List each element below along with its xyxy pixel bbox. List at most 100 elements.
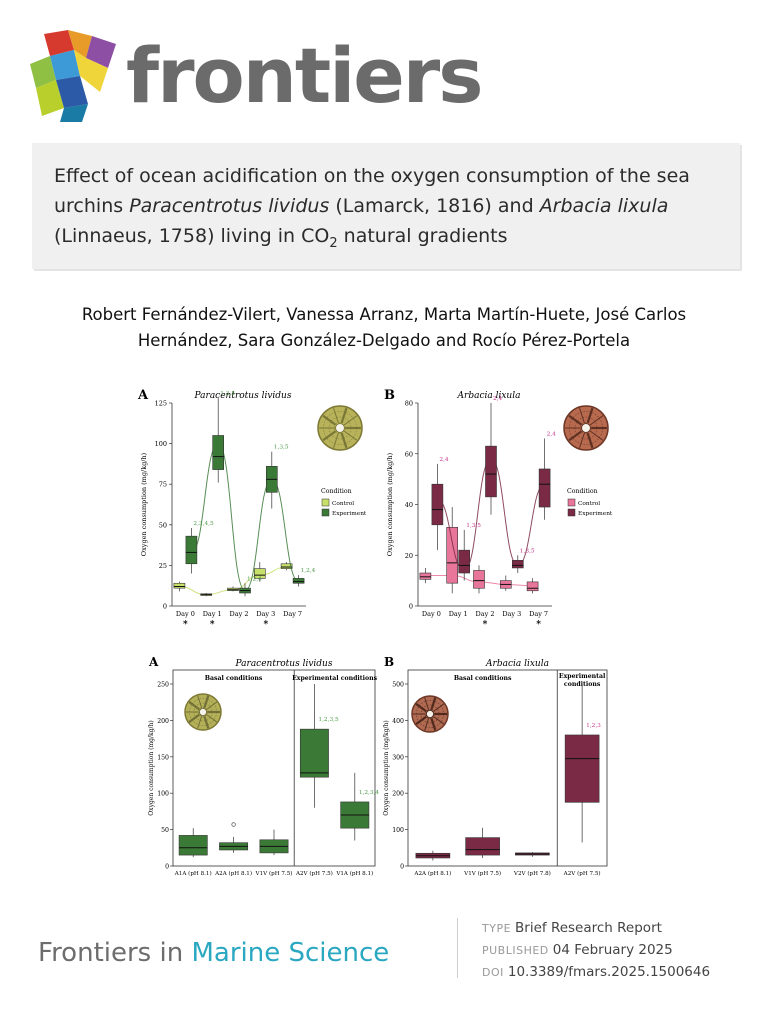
urchin-photo-ring xyxy=(425,709,435,719)
box-experiment xyxy=(212,435,224,470)
box-control xyxy=(419,572,432,580)
urchin-photo-ridge xyxy=(579,433,585,449)
box-control xyxy=(280,563,293,569)
legend-swatch xyxy=(321,508,330,517)
x-tick-label: Day 2 xyxy=(230,610,249,618)
panel-letter: A xyxy=(137,388,149,403)
y-tick-label: 125 xyxy=(155,400,167,408)
box-experiment xyxy=(431,483,444,526)
legend-label: Experiment xyxy=(332,511,367,517)
footer-divider xyxy=(457,918,458,978)
urchin-photo-ridge xyxy=(430,717,437,731)
significance-label: 2,4 xyxy=(439,457,449,463)
article-type: TYPE Brief Research Report xyxy=(482,920,662,936)
urchin-photo xyxy=(317,405,363,451)
journal-accent: Marine Science xyxy=(191,938,390,968)
section-label-basal: Basal conditions xyxy=(205,675,263,682)
urchin-photo-ring xyxy=(323,411,357,445)
urchin-photo-ridge xyxy=(188,713,201,723)
urchin-photo-ridge xyxy=(344,415,358,426)
species-1: Paracentrotus lividus xyxy=(129,195,330,217)
x-tick-label: V1V (pH 7.5) xyxy=(255,870,293,877)
x-tick-label: Day 1 xyxy=(203,610,222,618)
box-control xyxy=(526,581,539,592)
y-tick-label: 500 xyxy=(392,682,404,689)
urchin-photo-ridge xyxy=(415,715,428,725)
box-experiment xyxy=(538,468,551,508)
urchin-photo-ridge xyxy=(433,703,445,712)
urchin-photo xyxy=(411,695,449,733)
x-tick-label: V1V (pH 7.5) xyxy=(463,870,501,877)
y-axis-label: Oxygen consumption (mg/kg/h) xyxy=(383,720,390,815)
author-list: Robert Fernández-Vilert, Vanessa Arranz,… xyxy=(81,305,687,350)
chart-title: Arbacia lixula xyxy=(485,659,549,669)
x-tick-label: Day 3 xyxy=(502,610,521,618)
y-tick-label: 150 xyxy=(157,754,169,761)
chart-title: Arbacia lixula xyxy=(457,391,521,401)
y-tick-label: 250 xyxy=(157,682,169,689)
y-axis-label: Oxygen consumption (mg/kg/h) xyxy=(140,452,148,556)
box xyxy=(178,835,208,856)
urchin-photo-ridge xyxy=(333,433,339,449)
chart-title: Paracentrotus lividus xyxy=(194,391,292,401)
y-tick-label: 400 xyxy=(392,718,404,725)
urchin-photo-ridge xyxy=(322,414,337,426)
urchin-photo-ring xyxy=(189,698,217,726)
box-experiment xyxy=(292,578,305,584)
journal-name: Frontiers in Marine Science xyxy=(38,938,390,968)
panel-letter: B xyxy=(384,388,395,403)
significance-mark: * xyxy=(183,620,188,628)
x-tick-label: A2A (pH 8.1) xyxy=(413,870,451,877)
urchin-photo-ring xyxy=(574,416,598,440)
y-tick-label: 25 xyxy=(159,562,167,570)
doi[interactable]: DOI 10.3389/fmars.2025.1500646 xyxy=(482,964,711,980)
significance-label: 1,3,5 xyxy=(520,548,535,554)
significance-label: 1,2,4 xyxy=(247,576,262,582)
y-tick-label: 20 xyxy=(405,552,413,560)
publish-date: PUBLISHED 04 February 2025 xyxy=(482,942,673,958)
urchin-photo-ridge xyxy=(579,407,585,423)
legend-title: Condition xyxy=(567,488,598,495)
box-control xyxy=(254,568,266,579)
x-tick-label: V2V (pH 7.8) xyxy=(513,870,551,877)
y-tick-label: 0 xyxy=(409,603,413,611)
box-experiment xyxy=(185,535,198,565)
urchin-photo-ridge xyxy=(424,697,430,710)
urchin-photo-ridge xyxy=(590,430,604,441)
urchin-photo-ring xyxy=(193,702,213,722)
urchin-photo-ring xyxy=(580,422,592,434)
x-tick-label: V1A (pH 8.1) xyxy=(335,870,373,877)
urchin-photo-ring xyxy=(416,700,444,728)
y-tick-label: 40 xyxy=(405,501,413,509)
x-tick-label: A2A (pH 8.1) xyxy=(214,870,252,877)
y-tick-label: 75 xyxy=(159,481,167,489)
y-tick-label: 0 xyxy=(165,864,169,871)
frontiers-wordmark: frontiers xyxy=(126,31,484,120)
urchin-photo-ridge xyxy=(188,701,201,711)
box xyxy=(564,734,600,803)
urchin-photo-ridge xyxy=(197,695,203,708)
chart-title: Paracentrotus lividus xyxy=(235,659,333,669)
significance-label: 1,3,5 xyxy=(274,445,289,451)
significance-mark: * xyxy=(263,620,268,628)
box-experiment xyxy=(458,549,470,574)
urchin-photo-mouth xyxy=(199,708,208,717)
y-tick-label: 200 xyxy=(157,718,169,725)
urchin-photo-ridge xyxy=(433,716,445,725)
panel-letter: B xyxy=(384,655,394,669)
box-control xyxy=(173,582,186,589)
legend-swatch xyxy=(567,508,576,517)
significance-label: 2,3,4,5 xyxy=(193,521,214,527)
figure-1-panel-b: B Arbacia lixula 0 20 40 60 80 Oxygen consumpti… xyxy=(384,388,613,628)
x-tick-label: Day 0 xyxy=(176,610,195,618)
significance-label: 1,2,3,4 xyxy=(359,790,380,796)
box xyxy=(299,728,329,778)
figure-1-panel-a: A Paracentrotus lividus 0 25 50 75 100 125 Oxyge… xyxy=(137,388,367,628)
y-tick-label: 50 xyxy=(159,521,167,529)
significance-label: 1,2,4 xyxy=(301,568,316,574)
y-tick-label: 50 xyxy=(161,827,169,834)
y-axis-label: Oxygen consumption (mg/kg/h) xyxy=(148,720,155,815)
y-tick-label: 0 xyxy=(163,603,167,611)
urchin-photo-ridge xyxy=(203,695,210,709)
y-tick-label: 60 xyxy=(405,450,413,458)
